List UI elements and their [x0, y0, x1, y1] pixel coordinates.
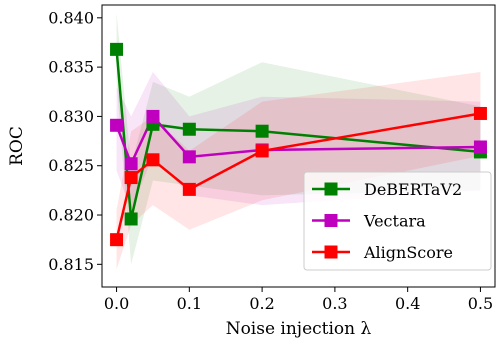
data-point: [182, 150, 196, 164]
data-point: [182, 122, 196, 136]
data-point: [124, 212, 138, 226]
data-point: [146, 109, 160, 123]
x-axis-label: Noise injection λ: [226, 319, 372, 339]
legend-box: [303, 171, 492, 271]
legend: DeBERTaV2 Vectara AlignScore: [303, 171, 492, 271]
data-point: [146, 153, 160, 167]
y-tick-label: 0.815: [48, 255, 94, 274]
y-axis-label: ROC: [7, 126, 27, 166]
legend-marker: [324, 214, 338, 227]
data-point: [473, 106, 487, 120]
y-tick-label: 0.830: [48, 107, 94, 126]
data-point: [110, 233, 124, 247]
x-tick-label: 0.2: [249, 294, 274, 313]
data-point: [110, 118, 124, 132]
series-line: [115, 112, 481, 240]
data-point: [124, 171, 138, 185]
x-axis-ticks: 0.0 0.1 0.2 0.3 0.4 0.5: [104, 287, 493, 313]
data-point: [182, 182, 196, 196]
data-point: [110, 42, 124, 56]
data-point: [473, 140, 487, 154]
legend-label: AlignScore: [363, 243, 453, 262]
y-tick-label: 0.825: [48, 156, 94, 175]
legend-label: DeBERTaV2: [364, 180, 462, 199]
plot-frame: [101, 4, 496, 288]
x-tick-label: 0.1: [177, 294, 202, 313]
y-tick-label: 0.840: [48, 8, 94, 27]
confidence-band: [116, 12, 481, 265]
x-tick-label: 0.3: [322, 294, 347, 313]
series-markers: [110, 42, 487, 247]
confidence-band: [116, 72, 481, 270]
y-tick-label: 0.835: [48, 58, 94, 77]
x-tick-label: 0.0: [104, 294, 129, 313]
legend-label: Vectara: [363, 212, 426, 231]
legend-marker: [324, 182, 338, 196]
legend-marker: [324, 245, 338, 259]
x-tick-label: 0.4: [395, 294, 420, 313]
y-axis-ticks: 0.815 0.820 0.825 0.830 0.835 0.840: [48, 8, 102, 274]
x-tick-label: 0.5: [468, 294, 493, 313]
data-point: [255, 124, 269, 138]
data-point: [124, 157, 138, 171]
y-tick-label: 0.820: [48, 206, 94, 225]
data-point: [255, 144, 269, 158]
